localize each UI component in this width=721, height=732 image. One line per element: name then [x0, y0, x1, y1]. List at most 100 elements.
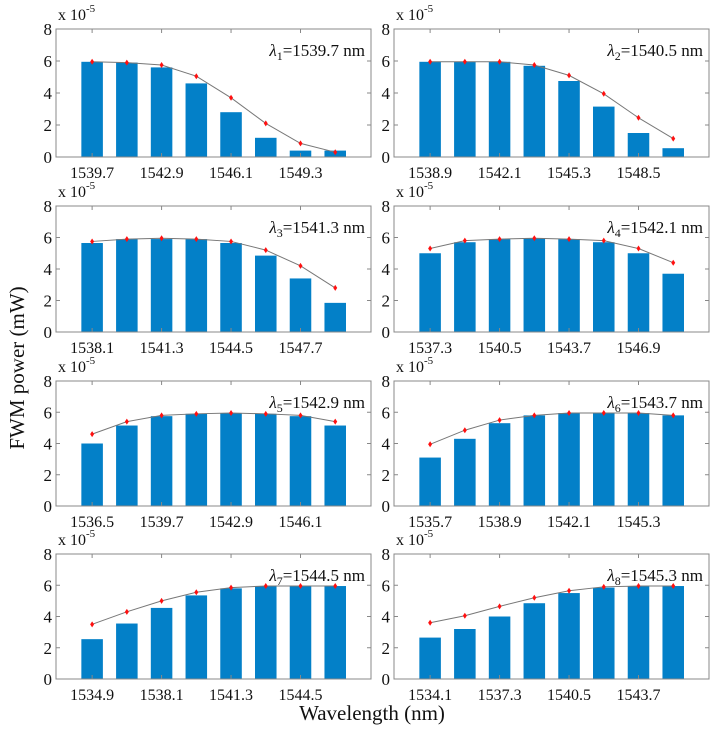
bar	[593, 413, 615, 506]
bar	[454, 438, 476, 506]
bar	[627, 133, 650, 157]
data-point-marker	[159, 412, 164, 419]
x-tick-label: 1546.1	[209, 165, 253, 182]
bar	[150, 239, 173, 332]
bar	[81, 639, 103, 679]
data-point-marker	[263, 410, 268, 417]
x-tick-label: 1536.5	[70, 514, 114, 531]
y-exponent-label: x 10-5	[58, 3, 96, 24]
lambda-symbol: λ	[606, 41, 614, 60]
fit-curve	[429, 412, 674, 445]
x-tick-label: 1538.1	[70, 340, 114, 357]
y-tick-label: 6	[382, 403, 391, 422]
y-tick-label: 4	[382, 84, 391, 103]
data-point-marker	[567, 587, 572, 594]
y-tick-label: 0	[44, 497, 53, 516]
x-tick-label: 1537.3	[478, 687, 522, 704]
bar	[150, 67, 173, 157]
y-tick-label: 8	[382, 20, 391, 39]
data-point-marker	[601, 90, 606, 97]
y-tick-label: 4	[44, 435, 53, 454]
bar	[419, 61, 441, 157]
data-point-marker	[90, 621, 95, 628]
data-point-marker	[263, 120, 268, 127]
y-tick-label: 6	[382, 576, 391, 595]
x-tick-label: 1540.5	[547, 687, 591, 704]
data-point-marker	[333, 284, 338, 291]
channel-wavelength: =1544.5 nm	[283, 566, 365, 585]
bar	[593, 587, 615, 679]
data-point-marker	[124, 608, 129, 615]
channel-annotation: λ7=1544.5 nm	[268, 566, 365, 588]
data-point-marker	[159, 235, 164, 242]
y-tick-label: 8	[44, 545, 53, 564]
lambda-symbol: λ	[268, 393, 276, 412]
data-point-marker	[567, 236, 572, 243]
bar	[81, 61, 103, 157]
data-point-marker	[298, 583, 303, 590]
x-tick-label: 1541.3	[209, 687, 253, 704]
x-tick-label: 1540.5	[478, 340, 522, 357]
data-point-marker	[636, 245, 641, 252]
data-point-marker	[497, 603, 502, 610]
bar	[116, 623, 138, 679]
bar	[662, 586, 684, 679]
x-tick-label: 1543.7	[616, 687, 660, 704]
y-tick-label: 4	[44, 608, 53, 627]
data-point-marker	[194, 410, 199, 417]
exponent-power: -5	[424, 528, 434, 540]
y-tick-label: 0	[382, 497, 391, 516]
y-axis-label: FWM power (mW)	[5, 286, 29, 449]
bar	[185, 595, 208, 679]
bar	[627, 253, 650, 332]
channel-annotation: λ2=1540.5 nm	[606, 41, 703, 63]
y-tick-label: 8	[44, 20, 53, 39]
bar	[324, 586, 346, 679]
x-tick-label: 1546.1	[278, 514, 322, 531]
data-point-marker	[671, 135, 676, 142]
y-tick-label: 0	[44, 670, 53, 689]
channel-wavelength: =1542.1 nm	[621, 218, 703, 237]
bar	[324, 302, 346, 332]
x-tick-label: 1539.7	[70, 165, 114, 182]
x-tick-label: 1549.3	[278, 165, 322, 182]
channel-annotation: λ8=1545.3 nm	[606, 566, 703, 588]
y-tick-label: 0	[44, 148, 53, 167]
y-exponent-label: x 10-5	[396, 355, 434, 376]
data-point-marker	[333, 149, 338, 156]
bar	[419, 637, 441, 679]
data-point-marker	[298, 262, 303, 269]
data-point-marker	[532, 235, 537, 242]
data-point-marker	[428, 245, 433, 252]
channel-wavelength: =1541.3 nm	[283, 218, 365, 237]
channel-wavelength: =1542.9 nm	[283, 393, 365, 412]
bar	[220, 413, 242, 506]
bar	[289, 278, 312, 332]
data-point-marker	[462, 237, 467, 244]
exponent-power: -5	[424, 355, 434, 367]
y-tick-label: 6	[44, 576, 53, 595]
lambda-symbol: λ	[268, 566, 276, 585]
data-point-marker	[601, 583, 606, 590]
data-point-marker	[229, 238, 234, 245]
y-exponent-label: x 10-5	[58, 528, 96, 549]
y-tick-label: 8	[44, 372, 53, 391]
x-tick-label: 1538.9	[408, 165, 452, 182]
y-tick-label: 4	[44, 84, 53, 103]
data-point-marker	[497, 58, 502, 65]
y-exponent-label: x 10-5	[58, 180, 96, 201]
bar	[289, 586, 312, 679]
x-tick-label: 1544.5	[278, 687, 322, 704]
data-point-marker	[636, 114, 641, 121]
x-tick-label: 1542.1	[547, 514, 591, 531]
data-point-marker	[333, 583, 338, 590]
y-tick-label: 8	[382, 197, 391, 216]
channel-annotation: λ6=1543.7 nm	[606, 393, 703, 415]
bar	[150, 416, 173, 506]
data-point-marker	[229, 410, 234, 417]
fit-curve	[91, 585, 336, 625]
y-tick-label: 6	[382, 229, 391, 248]
bar	[488, 616, 511, 679]
